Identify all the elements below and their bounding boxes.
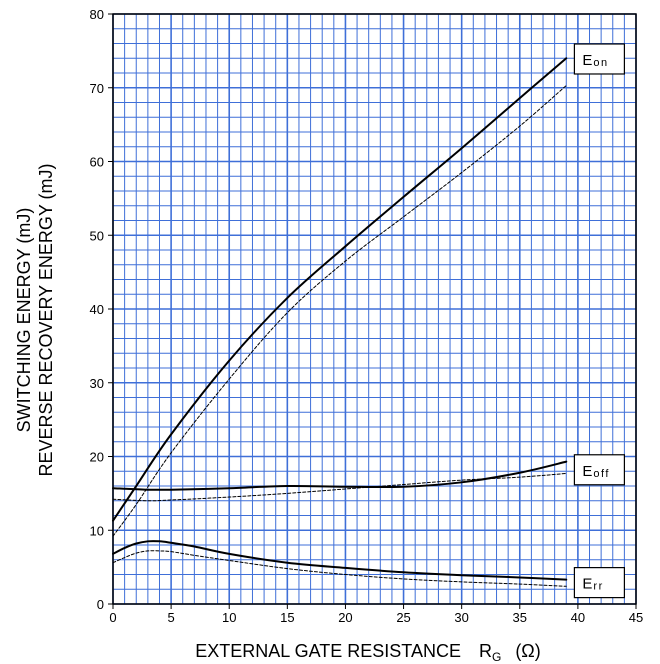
x-tick-label: 25 [396, 610, 410, 625]
series-line-err [112, 540, 568, 581]
x-axis-title: EXTERNAL GATE RESISTANCE RG (Ω) [195, 641, 541, 664]
y-axis-title-line1: SWITCHING ENERGY (mJ) [14, 208, 34, 433]
series-line-eoff-dashed [112, 472, 567, 502]
x-tick-label: 15 [280, 610, 294, 625]
y-tick-label: 20 [90, 450, 104, 465]
curve-labels: Eon Eoff Err [573, 43, 626, 599]
curve-label-text: Err [582, 576, 603, 593]
x-tick-label: 10 [222, 610, 236, 625]
y-tick-label: 40 [90, 302, 104, 317]
y-tick-label: 10 [90, 523, 104, 538]
curve-label-err: Err [573, 567, 626, 599]
curve-label-eoff: Eoff [573, 454, 626, 486]
series-lines [112, 57, 568, 587]
x-tick-label: 5 [167, 610, 174, 625]
y-tick-label: 30 [90, 376, 104, 391]
curve-label-text: Eon [582, 52, 608, 69]
x-tick-label: 45 [629, 610, 643, 625]
x-tick-label: 30 [454, 610, 468, 625]
y-tick-label: 0 [97, 597, 104, 612]
x-tick-label: 0 [109, 610, 116, 625]
x-tick-labels: 0 5 10 15 20 25 30 35 40 45 [109, 604, 643, 625]
series-line-eon [112, 57, 568, 522]
series-line-eon-dashed [112, 85, 567, 537]
x-tick-label: 40 [571, 610, 585, 625]
y-tick-label: 70 [90, 81, 104, 96]
y-tick-labels: 0 10 20 30 40 50 60 70 80 [90, 7, 113, 612]
curve-label-text: Eoff [582, 463, 610, 480]
y-tick-label: 60 [90, 155, 104, 170]
series-line-eoff [112, 460, 568, 491]
curve-label-eon: Eon [573, 43, 626, 75]
curve-label-box [573, 43, 626, 75]
x-tick-label: 20 [338, 610, 352, 625]
curve-label-box [573, 454, 626, 486]
y-tick-label: 50 [90, 228, 104, 243]
series-line-err-dashed [112, 550, 567, 587]
x-tick-label: 35 [513, 610, 527, 625]
y-axis-title-line2: REVERSE RECOVERY ENERGY (mJ) [36, 163, 56, 476]
y-tick-label: 80 [90, 7, 104, 22]
curve-label-box [573, 567, 626, 599]
